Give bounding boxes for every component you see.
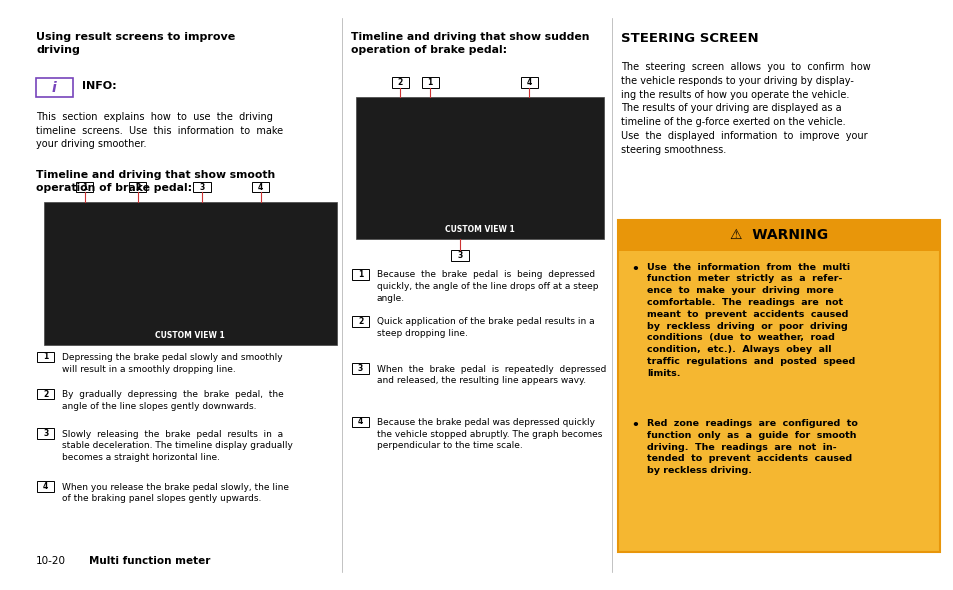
FancyBboxPatch shape [352, 417, 369, 427]
Text: STEERING SCREEN: STEERING SCREEN [620, 32, 758, 45]
Text: 1: 1 [82, 182, 88, 192]
Text: 1: 1 [43, 352, 49, 362]
FancyBboxPatch shape [76, 182, 93, 192]
FancyBboxPatch shape [129, 182, 146, 192]
FancyBboxPatch shape [193, 182, 211, 192]
Text: 10-20: 10-20 [36, 556, 66, 566]
Text: Timeline and driving that show sudden
operation of brake pedal:: Timeline and driving that show sudden op… [351, 32, 589, 55]
Text: 4: 4 [43, 482, 49, 491]
Text: Slowly  releasing  the  brake  pedal  results  in  a
stable deceleration. The ti: Slowly releasing the brake pedal results… [62, 430, 293, 462]
Text: •: • [631, 263, 639, 276]
FancyBboxPatch shape [252, 182, 269, 192]
Text: 2: 2 [397, 78, 403, 87]
Text: Because the brake pedal was depressed quickly
the vehicle stopped abruptly. The : Because the brake pedal was depressed qu… [376, 418, 601, 450]
Text: CUSTOM VIEW 1: CUSTOM VIEW 1 [155, 332, 225, 340]
Text: Depressing the brake pedal slowly and smoothly
will result in a smoothly droppin: Depressing the brake pedal slowly and sm… [62, 353, 282, 373]
Text: 3: 3 [357, 364, 363, 373]
Text: Multi function meter: Multi function meter [89, 556, 210, 566]
Text: 4: 4 [526, 78, 532, 87]
Text: 3: 3 [199, 182, 205, 192]
Bar [355, 97, 603, 239]
FancyBboxPatch shape [392, 77, 409, 88]
Text: 4: 4 [357, 417, 363, 427]
Text: Use  the  information  from  the  multi
function  meter  strictly  as  a  refer-: Use the information from the multi funct… [646, 263, 854, 378]
Text: Timeline and driving that show smooth
operation of brake pedal:: Timeline and driving that show smooth op… [36, 170, 275, 193]
Text: This  section  explains  how  to  use  the  driving
timeline  screens.  Use  thi: This section explains how to use the dri… [36, 112, 283, 149]
Bar [44, 202, 336, 345]
FancyBboxPatch shape [352, 316, 369, 327]
FancyBboxPatch shape [37, 352, 54, 362]
FancyBboxPatch shape [421, 77, 438, 88]
Text: Using result screens to improve
driving: Using result screens to improve driving [36, 32, 235, 55]
Bar [618, 251, 939, 552]
Text: The  steering  screen  allows  you  to  confirm  how
the vehicle responds to you: The steering screen allows you to confir… [620, 62, 870, 155]
FancyBboxPatch shape [37, 428, 54, 439]
FancyBboxPatch shape [37, 481, 54, 492]
Text: 3: 3 [456, 251, 462, 260]
Text: Red  zone  readings  are  configured  to
function  only  as  a  guide  for  smoo: Red zone readings are configured to func… [646, 419, 857, 475]
Text: 4: 4 [257, 182, 263, 192]
Text: ⚠  WARNING: ⚠ WARNING [729, 228, 827, 242]
Text: Because  the  brake  pedal  is  being  depressed
quickly, the angle of the line : Because the brake pedal is being depress… [376, 270, 598, 303]
Text: 2: 2 [357, 317, 363, 326]
FancyBboxPatch shape [520, 77, 537, 88]
Text: INFO:: INFO: [82, 81, 116, 91]
Text: 3: 3 [43, 429, 49, 438]
Text: •: • [631, 419, 639, 432]
Text: Quick application of the brake pedal results in a
steep dropping line.: Quick application of the brake pedal res… [376, 317, 594, 338]
Text: When  the  brake  pedal  is  repeatedly  depressed
and released, the resulting l: When the brake pedal is repeatedly depre… [376, 365, 605, 385]
FancyBboxPatch shape [352, 269, 369, 280]
Text: By  gradually  depressing  the  brake  pedal,  the
angle of the line slopes gent: By gradually depressing the brake pedal,… [62, 390, 283, 411]
FancyBboxPatch shape [451, 250, 468, 261]
FancyBboxPatch shape [36, 78, 72, 97]
Text: When you release the brake pedal slowly, the line
of the braking panel slopes ge: When you release the brake pedal slowly,… [62, 483, 289, 503]
Text: 1: 1 [427, 78, 433, 87]
Text: 1: 1 [357, 270, 363, 279]
FancyBboxPatch shape [37, 389, 54, 399]
FancyBboxPatch shape [352, 363, 369, 374]
Text: i: i [52, 81, 56, 95]
Text: CUSTOM VIEW 1: CUSTOM VIEW 1 [444, 225, 515, 234]
Text: 2: 2 [43, 389, 49, 399]
Bar [618, 220, 939, 251]
Text: 2: 2 [134, 182, 140, 192]
